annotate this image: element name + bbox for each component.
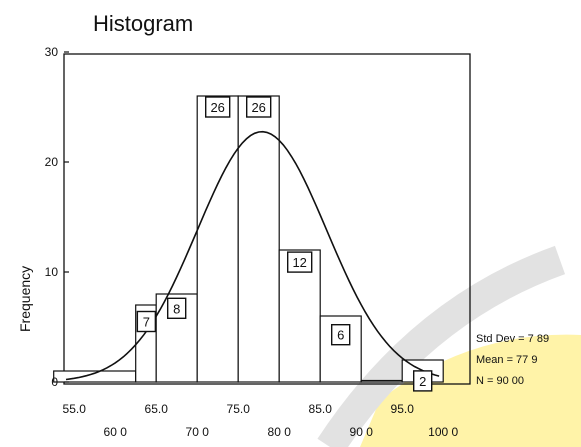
x-tick-label-5: 60 0 bbox=[104, 425, 128, 439]
bar-4 bbox=[237, 95, 280, 383]
watermark-stripe-grey bbox=[317, 245, 566, 447]
x-tick-label-3: 85.0 bbox=[309, 402, 333, 416]
x-tick-label-4: 95.0 bbox=[391, 402, 415, 416]
value-label-box-2 bbox=[204, 96, 231, 118]
x-tick-label-9: 100 0 bbox=[428, 425, 458, 439]
value-label-box-6 bbox=[413, 370, 433, 392]
value-label-box-1 bbox=[166, 297, 187, 319]
value-labels-group: 7 8 26 26 12 6 2 bbox=[136, 96, 433, 392]
bar-3 bbox=[196, 95, 239, 383]
value-label-0: 7 bbox=[143, 315, 150, 330]
value-label-2: 26 bbox=[210, 100, 224, 115]
normal-curve bbox=[65, 130, 440, 381]
x-tick-label-7: 80 0 bbox=[268, 425, 292, 439]
value-label-6: 2 bbox=[419, 374, 426, 389]
y-axis: 0 10 20 30 bbox=[45, 45, 69, 389]
value-label-5: 6 bbox=[337, 328, 344, 343]
y-axis-label: Frequency bbox=[17, 266, 33, 332]
value-label-box-3 bbox=[245, 96, 272, 118]
value-label-1: 8 bbox=[173, 301, 180, 316]
value-label-box-5 bbox=[331, 324, 351, 346]
bar-7 bbox=[360, 379, 403, 383]
value-label-3: 26 bbox=[251, 100, 265, 115]
y-tick-label-2: 20 bbox=[45, 155, 59, 169]
bars-group bbox=[53, 95, 444, 383]
value-label-4: 12 bbox=[292, 255, 306, 270]
y-tick-label-3: 30 bbox=[45, 45, 59, 59]
stat-n: N = 90 00 bbox=[476, 375, 524, 387]
x-tick-label-1: 65.0 bbox=[145, 402, 169, 416]
y-tick-label-0: 0 bbox=[51, 375, 58, 389]
y-tick-label-1: 10 bbox=[45, 265, 59, 279]
watermark-stripe-yellow bbox=[360, 334, 581, 447]
stat-std-dev: Std Dev = 7 89 bbox=[476, 333, 549, 345]
chart-title: Histogram bbox=[93, 11, 193, 36]
x-tick-label-2: 75.0 bbox=[227, 402, 251, 416]
x-axis: 55.0 65.0 75.0 85.0 95.0 60 0 70 0 80 0 90 0 100 … bbox=[63, 402, 459, 439]
value-label-box-0 bbox=[136, 310, 157, 333]
value-label-box-4 bbox=[287, 251, 313, 273]
plot-frame bbox=[63, 53, 471, 385]
x-tick-label-0: 55.0 bbox=[63, 402, 87, 416]
x-tick-label-6: 70 0 bbox=[186, 425, 210, 439]
stat-mean: Mean = 77 9 bbox=[476, 354, 537, 366]
stats-box: Std Dev = 7 89 Mean = 77 9 N = 90 00 bbox=[476, 333, 549, 387]
x-tick-label-8: 90 0 bbox=[350, 425, 374, 439]
